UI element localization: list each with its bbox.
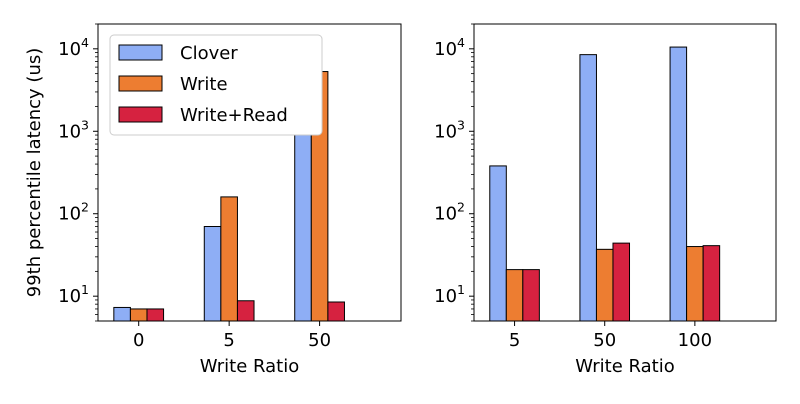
x-axis-label: Write Ratio — [200, 356, 299, 377]
bar-write-5 — [505, 269, 524, 322]
x-tick-label: 5 — [223, 330, 234, 351]
y-tick-label: 103 — [58, 117, 89, 142]
x-tick-label: 50 — [593, 330, 616, 351]
y-tick-label: 104 — [434, 35, 465, 60]
y-tick-label: 104 — [58, 35, 89, 60]
panel-right: 5 50 100 101 102 103 104 Write Ratio — [434, 23, 777, 377]
bar-clover-5 — [489, 165, 507, 322]
y-tick-label: 102 — [58, 200, 89, 225]
y-axis-label: 99th percentile latency (us) — [24, 48, 45, 298]
y-tick-label: 101 — [58, 282, 89, 307]
bar-clover-0 — [113, 306, 131, 322]
x-tick-label: 0 — [133, 330, 144, 351]
bar-clover-100 — [669, 46, 688, 322]
y-tick-label: 101 — [434, 282, 465, 307]
bar-write-read-0 — [146, 308, 165, 322]
panel-left: 0 5 50 101 102 103 104 Write Ratio 99th percenti… — [24, 23, 402, 377]
legend: Clover Write Write+Read — [109, 34, 323, 136]
bar-write-100 — [686, 246, 704, 322]
bar-write-read-5 — [522, 269, 540, 322]
bar-write-50 — [595, 248, 614, 322]
bar-clover-50 — [579, 54, 597, 322]
y-tick-label: 102 — [434, 200, 465, 225]
bar-write-read-50 — [612, 242, 631, 322]
y-tick-label: 103 — [434, 117, 465, 142]
bar-write-5 — [220, 196, 238, 322]
bar-write-0 — [129, 308, 148, 322]
bar-clover-5 — [203, 226, 222, 322]
bar-write-read-100 — [702, 245, 721, 322]
plot-frame — [97, 23, 402, 322]
legend-label: Clover — [180, 43, 238, 64]
x-tick-label: 5 — [509, 330, 520, 351]
legend-label: Write+Read — [180, 105, 288, 126]
legend-swatch — [118, 44, 163, 61]
legend-swatch — [118, 106, 163, 123]
plot-frame — [473, 23, 777, 322]
x-tick-label: 50 — [308, 330, 331, 351]
bar-write-read-50 — [327, 301, 345, 322]
legend-label: Write — [180, 74, 228, 95]
x-tick-label: 100 — [678, 330, 712, 351]
legend-swatch — [118, 75, 163, 92]
bar-write-read-5 — [236, 300, 255, 322]
x-axis-label: Write Ratio — [575, 356, 674, 377]
legend-box — [109, 34, 323, 136]
